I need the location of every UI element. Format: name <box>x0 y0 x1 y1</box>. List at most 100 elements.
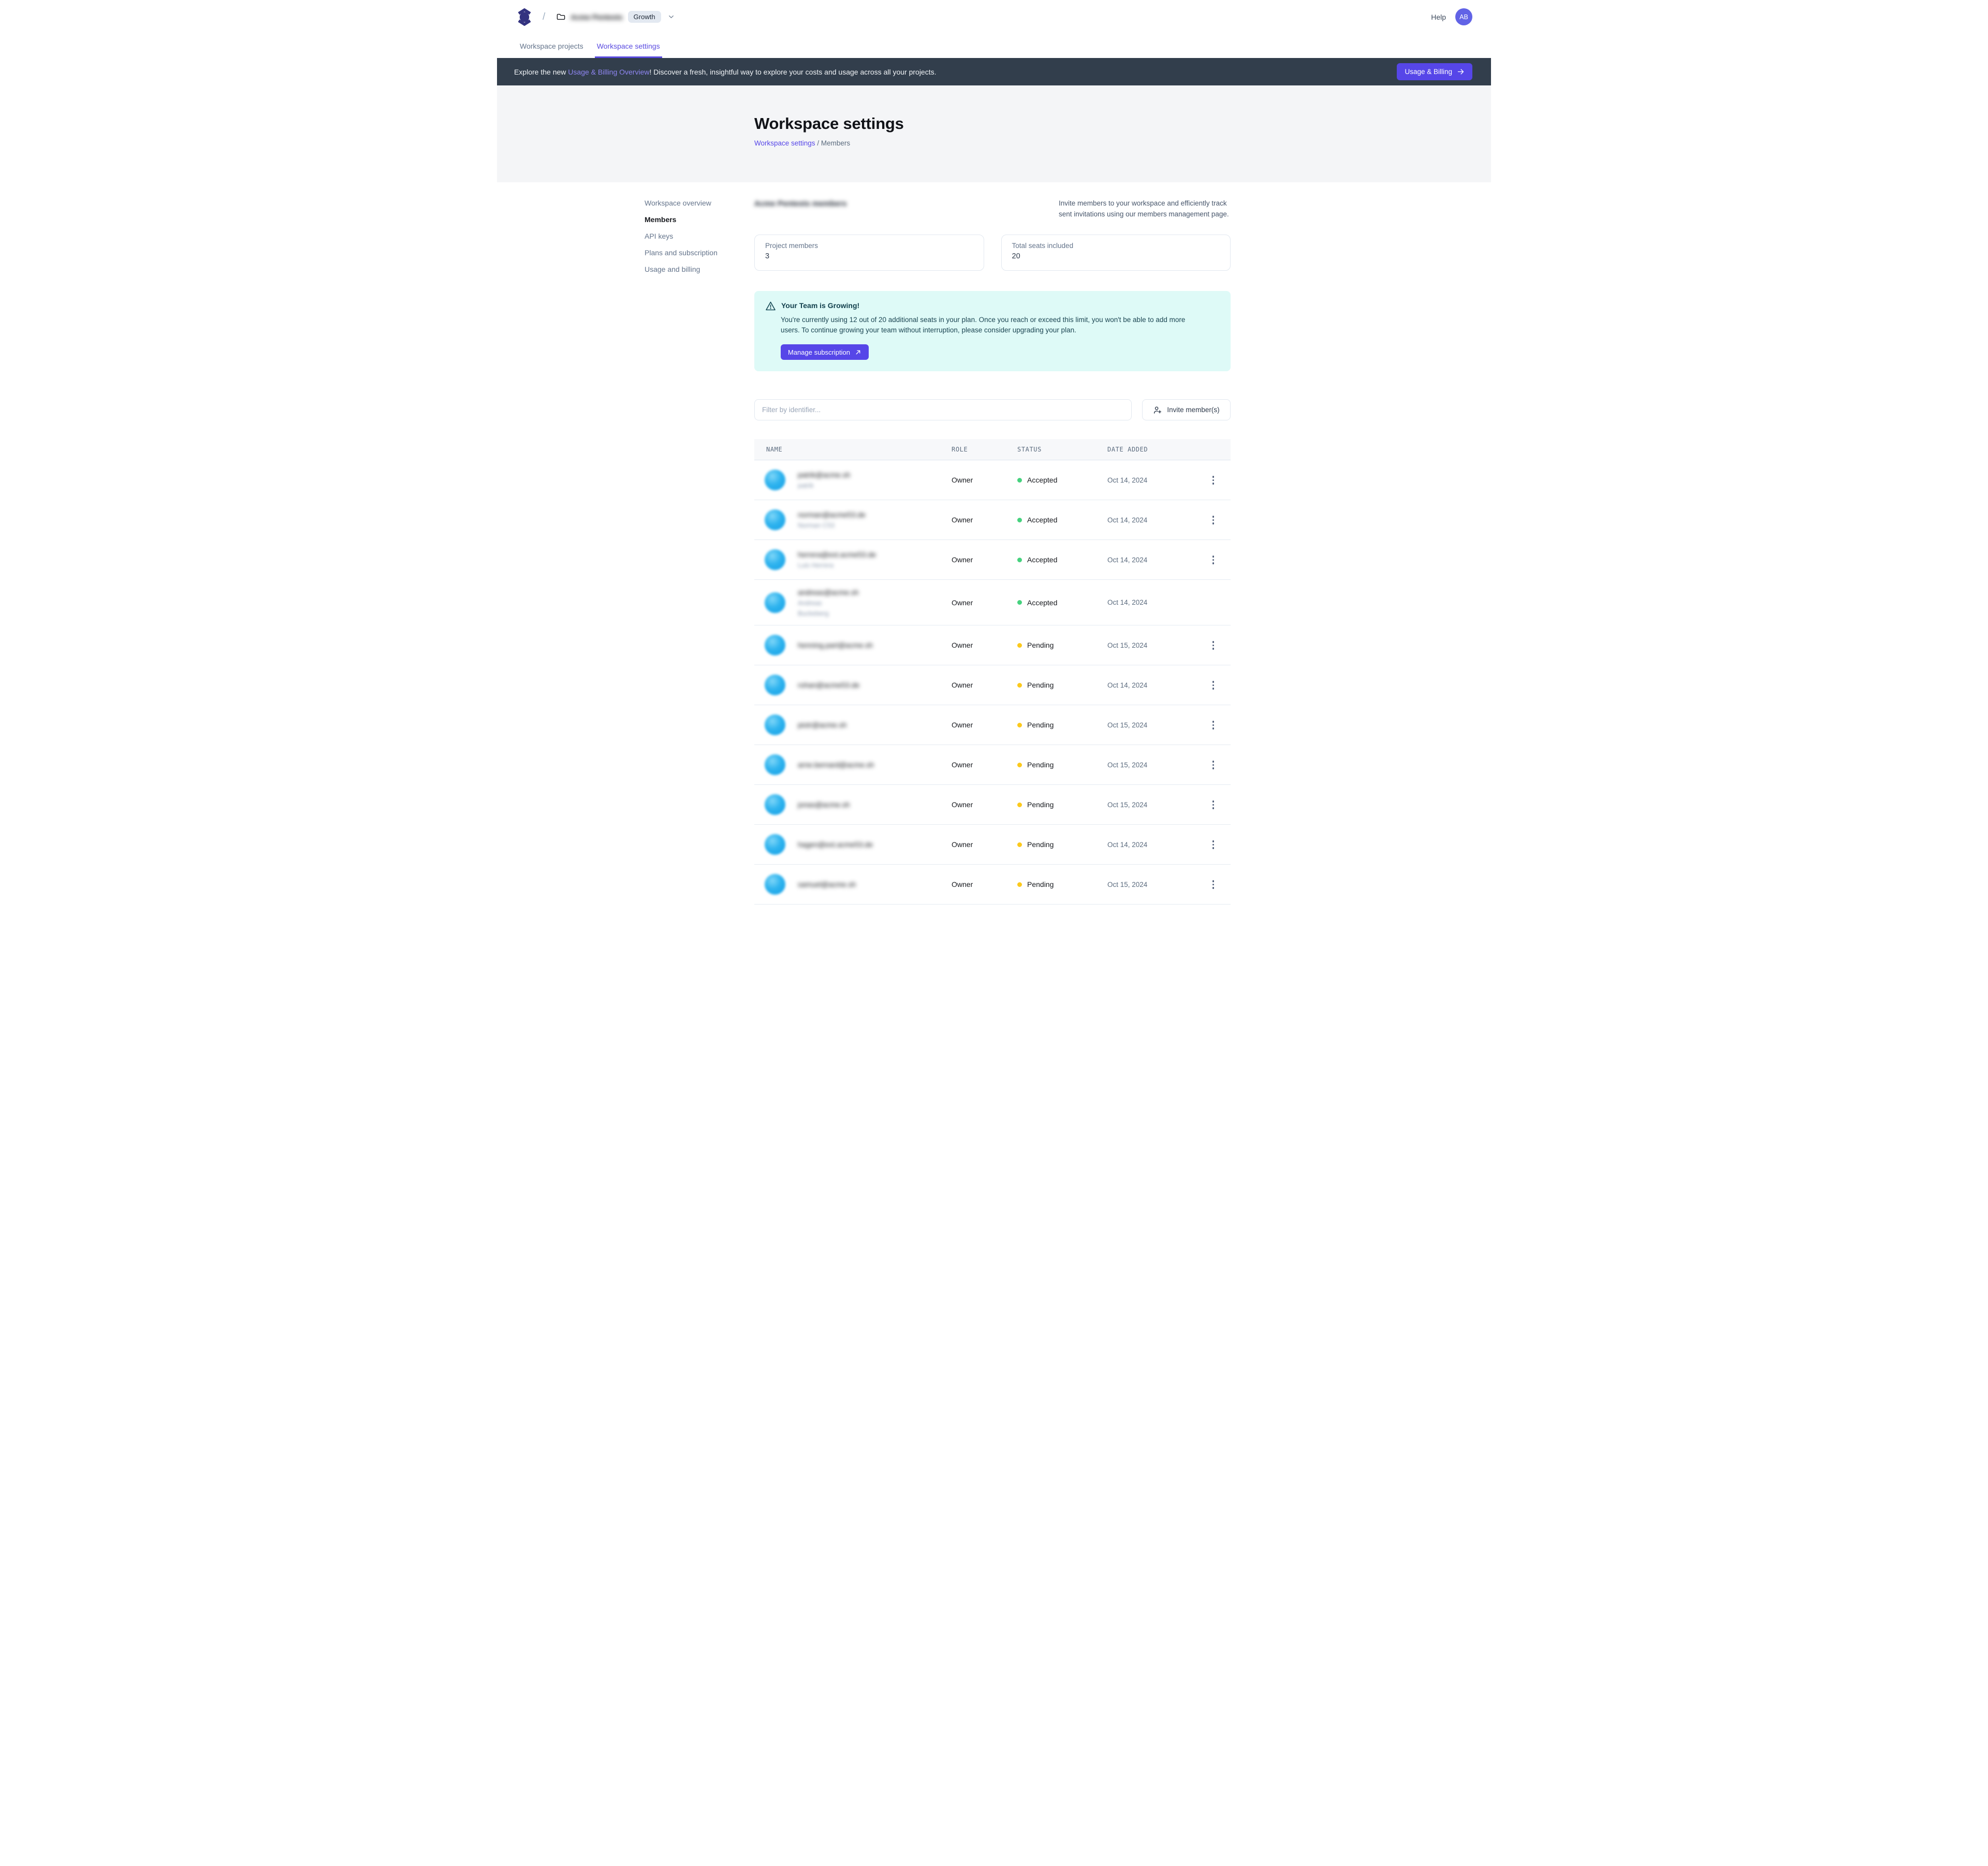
member-name: Luis Herrera <box>798 562 834 570</box>
invite-members-button[interactable]: Invite member(s) <box>1142 399 1231 421</box>
folder-icon <box>557 13 565 21</box>
row-menu-icon[interactable] <box>1209 877 1218 892</box>
warning-icon <box>766 301 776 311</box>
status-dot <box>1017 517 1022 522</box>
row-menu-icon[interactable] <box>1209 678 1218 693</box>
stat-value: 3 <box>765 252 770 260</box>
date-added: Oct 14, 2024 <box>1107 476 1148 484</box>
member-email: hagen@ext.acme53.de <box>798 840 873 849</box>
member-name: Andreas <box>798 599 822 607</box>
member-name: Norman C53 <box>798 522 835 530</box>
stat-label: Project members <box>765 241 818 250</box>
table-row: jonas@acme.sh Owner Pending Oct 15, 2024 <box>754 785 1231 825</box>
member-role: Owner <box>952 800 973 809</box>
manage-subscription-button[interactable]: Manage subscription <box>781 344 869 360</box>
usage-billing-button[interactable]: Usage & Billing <box>1397 63 1472 80</box>
banner-link[interactable]: Usage & Billing Overview <box>568 67 650 76</box>
user-avatar[interactable]: AB <box>1455 8 1472 25</box>
status-label: Pending <box>1027 880 1054 889</box>
status-dot <box>1017 557 1022 562</box>
member-email: henning.part@acme.sh <box>798 641 873 650</box>
person-plus-icon <box>1154 406 1162 414</box>
member-avatar <box>765 509 785 531</box>
member-avatar <box>765 715 785 736</box>
table-row: henning.part@acme.sh Owner Pending Oct 1… <box>754 625 1231 666</box>
col-role: ROLE <box>952 446 968 454</box>
top-bar: / Acme Pentests Growth Help AB <box>497 0 1491 34</box>
members-toolbar: Invite member(s) <box>754 399 1231 421</box>
table-row: rohan@acme53.de Owner Pending Oct 14, 20… <box>754 665 1231 706</box>
breadcrumb-parent-link[interactable]: Workspace settings <box>754 139 815 147</box>
status-label: Pending <box>1027 721 1054 730</box>
col-status: STATUS <box>1017 446 1042 454</box>
status-label: Pending <box>1027 641 1054 650</box>
table-row: norman@acme53.de Norman C53 Owner Accept… <box>754 500 1231 541</box>
member-avatar <box>765 635 785 656</box>
plan-badge: Growth <box>627 11 661 23</box>
workspace-name[interactable]: Acme Pentests <box>571 12 623 21</box>
tab-workspace-settings[interactable]: Workspace settings <box>594 34 662 58</box>
stat-card-total-seats: Total seats included 20 <box>1001 234 1231 271</box>
help-link[interactable]: Help <box>1431 12 1446 21</box>
tab-workspace-projects[interactable]: Workspace projects <box>520 41 583 50</box>
member-email: norman@acme53.de <box>798 511 866 519</box>
sidebar-item-plans-subscription[interactable]: Plans and subscription <box>645 249 718 257</box>
sidebar-item-api-keys[interactable]: API keys <box>645 232 674 240</box>
status-dot <box>1017 802 1022 807</box>
date-added: Oct 15, 2024 <box>1107 800 1148 809</box>
member-email: rohan@acme53.de <box>798 681 860 690</box>
row-menu-icon[interactable] <box>1209 797 1218 812</box>
member-avatar <box>765 592 785 613</box>
member-role: Owner <box>952 556 973 564</box>
sidebar-item-usage-billing[interactable]: Usage and billing <box>645 265 700 273</box>
content-area: Workspace overview Members API keys Plan… <box>497 182 1491 936</box>
member-role: Owner <box>952 641 973 650</box>
status-label: Pending <box>1027 840 1054 849</box>
member-email: herrera@ext.acme53.de <box>798 550 876 559</box>
status-label: Accepted <box>1027 556 1058 564</box>
status-dot <box>1017 842 1022 847</box>
row-menu-icon[interactable] <box>1209 718 1218 733</box>
member-role: Owner <box>952 840 973 849</box>
row-menu-icon[interactable] <box>1209 638 1218 653</box>
member-stats: Project members 3 Total seats included 2… <box>754 234 1231 271</box>
row-menu-icon[interactable] <box>1209 837 1218 852</box>
date-added: Oct 14, 2024 <box>1107 840 1148 849</box>
invite-members-label: Invite member(s) <box>1167 406 1220 414</box>
member-email: samuel@acme.sh <box>798 880 856 889</box>
breadcrumb-separator: / <box>543 11 546 22</box>
status-dot <box>1017 600 1022 605</box>
table-row: hagen@ext.acme53.de Owner Pending Oct 14… <box>754 825 1231 865</box>
row-menu-icon[interactable] <box>1209 473 1218 488</box>
filter-input[interactable] <box>754 399 1132 421</box>
breadcrumb-sep: / <box>817 139 821 147</box>
date-added: Oct 15, 2024 <box>1107 880 1148 888</box>
row-menu-icon[interactable] <box>1209 552 1218 567</box>
member-role: Owner <box>952 880 973 889</box>
member-role: Owner <box>952 598 973 607</box>
usage-billing-banner: Explore the new Usage & Billing Overview… <box>497 58 1491 85</box>
status-label: Accepted <box>1027 598 1058 607</box>
table-row: arne.bernard@acme.sh Owner Pending Oct 1… <box>754 745 1231 785</box>
member-name: Buckeberg <box>798 609 829 617</box>
status-label: Pending <box>1027 800 1054 809</box>
chevron-down-icon[interactable] <box>667 13 675 21</box>
sidebar-item-members[interactable]: Members <box>645 215 677 224</box>
member-email: patrik@acme.sh <box>798 471 851 479</box>
sidebar-item-workspace-overview[interactable]: Workspace overview <box>645 199 711 207</box>
status-label: Accepted <box>1027 476 1058 485</box>
settings-sidenav: Workspace overview Members API keys Plan… <box>645 199 754 905</box>
table-row: patrik@acme.sh patrik Owner Accepted Oct… <box>754 460 1231 501</box>
status-label: Pending <box>1027 681 1054 690</box>
members-table: NAME ROLE STATUS DATE ADDED patrik@acme.… <box>754 439 1231 905</box>
member-role: Owner <box>952 476 973 485</box>
table-header: NAME ROLE STATUS DATE ADDED <box>754 439 1231 461</box>
status-label: Pending <box>1027 761 1054 769</box>
table-row: herrera@ext.acme53.de Luis Herrera Owner… <box>754 540 1231 580</box>
usage-billing-button-label: Usage & Billing <box>1405 68 1452 76</box>
row-menu-icon[interactable] <box>1209 513 1218 528</box>
brand-logo-icon[interactable] <box>518 8 531 26</box>
date-added: Oct 14, 2024 <box>1107 599 1148 607</box>
page-title: Workspace settings <box>754 114 904 133</box>
row-menu-icon[interactable] <box>1209 757 1218 772</box>
